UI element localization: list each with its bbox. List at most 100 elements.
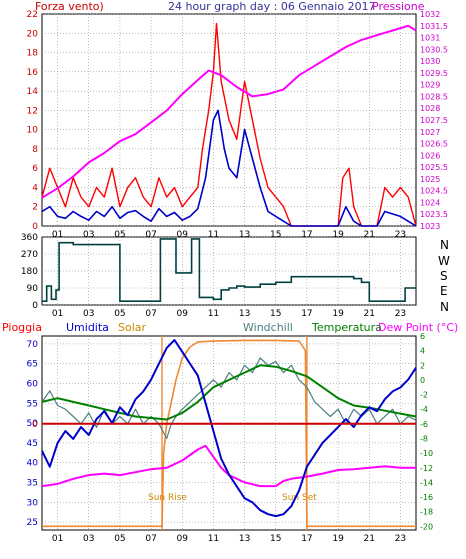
left-tick-label: 2	[32, 203, 38, 213]
temperature-tick-label: 0	[420, 376, 425, 385]
legend-solar: Solar	[118, 321, 147, 334]
x-tick-label: 05	[114, 230, 125, 240]
temperature-tick-label: -4	[420, 405, 428, 414]
left-tick-label: 0	[32, 222, 38, 232]
x-tick-label: 15	[270, 230, 281, 240]
direction-tick-label: 180	[21, 267, 38, 277]
legend-dew-point: Dew Point (°C)	[378, 321, 458, 334]
temperature-tick-label: 2	[420, 361, 425, 370]
x-tick-label: 23	[395, 309, 406, 319]
right-tick-label: 1028.5	[420, 92, 448, 101]
solar-line	[42, 339, 416, 528]
right-axis-label: Pressione	[372, 0, 425, 13]
sunset-label: Sun Set	[282, 493, 317, 503]
right-tick-label: 1023	[420, 222, 440, 231]
left-tick-label: 6	[32, 164, 38, 174]
humidity-tick-label: 70	[27, 340, 39, 350]
right-tick-label: 1031.5	[420, 22, 448, 31]
humidity-line	[41, 339, 417, 518]
direction-label-w: W	[438, 254, 450, 268]
left-tick-label: 20	[27, 29, 39, 39]
left-tick-label: 10	[27, 126, 39, 136]
left-tick-label: 18	[27, 49, 39, 59]
temperature-line	[41, 364, 417, 421]
direction-label-e: E	[440, 284, 448, 298]
temperature-tick-label: -20	[420, 522, 433, 531]
x-tick-label: 17	[301, 230, 312, 240]
wind-average-line	[41, 109, 417, 227]
right-tick-label: 1029.5	[420, 69, 448, 78]
direction-label-n-top: N	[440, 238, 449, 252]
x-tick-label: 03	[83, 309, 94, 319]
temperature-tick-label: -12	[420, 464, 433, 473]
humidity-tick-label: 35	[27, 478, 38, 488]
x-tick-label: 05	[114, 534, 125, 544]
right-tick-label: 1032	[420, 10, 440, 19]
rain-zero-label: 0	[32, 420, 38, 430]
x-tick-label: 11	[208, 309, 219, 319]
direction-label-s: S	[440, 269, 448, 283]
pressure-line	[41, 24, 417, 199]
humidity-tick-label: 55	[27, 399, 38, 409]
left-tick-label: 16	[27, 68, 39, 78]
temperature-tick-label: -8	[420, 434, 428, 443]
right-tick-label: 1025.5	[420, 163, 448, 172]
temperature-humidity-panel	[41, 335, 417, 531]
x-tick-label: 11	[208, 534, 219, 544]
temperature-tick-label: -6	[420, 420, 428, 429]
x-tick-label: 11	[208, 230, 219, 240]
direction-tick-label: 90	[27, 284, 39, 294]
x-tick-label: 13	[239, 534, 250, 544]
right-tick-label: 1028	[420, 104, 440, 113]
x-tick-label: 07	[145, 309, 156, 319]
legend-windchill: Windchill	[243, 321, 293, 334]
right-tick-label: 1023.5	[420, 210, 448, 219]
temperature-tick-label: -16	[420, 493, 433, 502]
x-tick-label: 15	[270, 534, 281, 544]
right-tick-label: 1030	[420, 57, 440, 66]
right-tick-label: 1031	[420, 34, 440, 43]
humidity-tick-label: 65	[27, 360, 38, 370]
x-tick-label: 17	[301, 534, 312, 544]
temperature-tick-label: -10	[420, 449, 433, 458]
x-tick-label: 07	[145, 230, 156, 240]
direction-label-n-bottom: N	[440, 300, 449, 314]
left-tick-label: 22	[27, 10, 38, 20]
right-tick-label: 1027.5	[420, 116, 448, 125]
direction-tick-label: 0	[32, 301, 38, 311]
temperature-tick-label: -14	[420, 478, 433, 487]
humidity-tick-label: 45	[27, 439, 38, 449]
right-tick-label: 1025	[420, 175, 440, 184]
wind-gust-line	[41, 22, 417, 227]
x-tick-label: 05	[114, 309, 125, 319]
x-tick-label: 23	[395, 534, 406, 544]
x-tick-label: 01	[52, 230, 63, 240]
x-tick-label: 21	[364, 309, 375, 319]
x-tick-label: 19	[332, 534, 344, 544]
right-tick-label: 1026	[420, 151, 440, 160]
bottom-legend: Pioggia Umidita Solar Windchill Temperat…	[2, 321, 458, 334]
right-tick-label: 1026.5	[420, 140, 448, 149]
left-tick-label: 12	[27, 106, 38, 116]
left-tick-label: 8	[32, 145, 38, 155]
x-tick-label: 15	[270, 309, 281, 319]
left-tick-label: 14	[27, 87, 39, 97]
left-axis-label: Forza vento)	[35, 0, 104, 13]
right-tick-label: 1030.5	[420, 45, 448, 54]
chart-title: 24 hour graph day : 06 Gennaio 2017	[168, 0, 376, 13]
x-tick-label: 21	[364, 230, 375, 240]
temperature-tick-label: 6	[420, 332, 425, 341]
x-tick-label: 09	[177, 534, 189, 544]
x-tick-label: 19	[332, 230, 344, 240]
x-tick-label: 23	[395, 230, 406, 240]
direction-tick-label: 270	[21, 250, 38, 260]
legend-pioggia: Pioggia	[2, 321, 42, 334]
dewpoint-line	[41, 444, 416, 488]
x-tick-label: 09	[177, 309, 189, 319]
x-tick-label: 03	[83, 534, 94, 544]
right-tick-label: 1024.5	[420, 187, 448, 196]
x-tick-label: 01	[52, 534, 63, 544]
data-series	[41, 22, 417, 530]
